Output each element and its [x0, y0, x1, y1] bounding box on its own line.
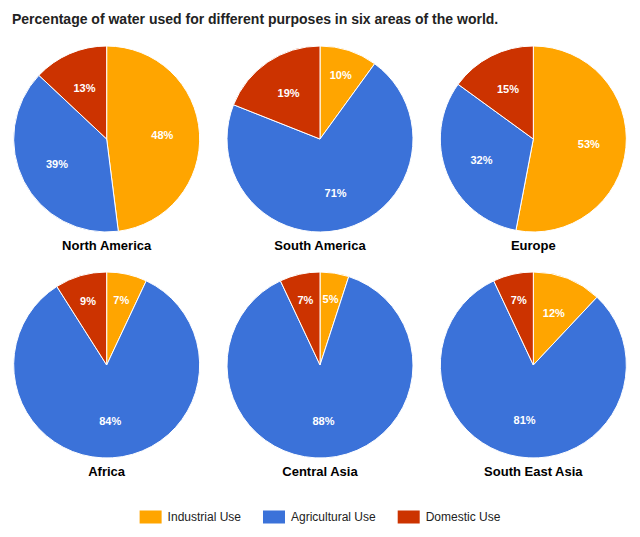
legend-item: Industrial Use [140, 510, 242, 524]
legend-swatch [398, 511, 420, 524]
slice [234, 46, 320, 139]
slice [458, 46, 533, 139]
slice [57, 272, 107, 365]
data-label: 9% [80, 295, 96, 307]
pie-label: South America [274, 238, 366, 253]
chart: Percentage of water used for different p… [0, 0, 640, 537]
data-label: 7% [297, 294, 313, 306]
pie: 53% 32% 15% [440, 46, 626, 232]
pie-label: South East Asia [484, 464, 583, 479]
pie: 7% 84% 9% [14, 272, 200, 458]
pie-label: North America [62, 238, 152, 253]
pie: 10% 71% 19% [227, 46, 413, 232]
pie-label: Europe [511, 238, 556, 253]
slice [39, 46, 107, 139]
data-label: 53% [578, 138, 600, 150]
legend-label: Industrial Use [168, 510, 242, 524]
data-label: 39% [46, 158, 68, 170]
legend-label: Agricultural Use [291, 510, 376, 524]
legend-item: Agricultural Use [263, 510, 376, 524]
legend-swatch [140, 511, 162, 524]
legend: Industrial Use Agricultural Use Domestic U… [140, 510, 501, 524]
legend-item: Domestic Use [398, 510, 501, 524]
data-label: 7% [511, 294, 527, 306]
pie: 5% 88% 7% [227, 272, 413, 458]
legend-label: Domestic Use [426, 510, 501, 524]
legend-swatch [263, 511, 285, 524]
data-label: 7% [113, 294, 129, 306]
data-label: 81% [514, 414, 536, 426]
pie: 12% 81% 7% [440, 272, 626, 458]
data-label: 5% [323, 293, 339, 305]
slice [107, 46, 200, 231]
data-label: 10% [330, 69, 352, 81]
data-label: 12% [543, 307, 565, 319]
data-label: 88% [312, 415, 334, 427]
data-label: 84% [99, 415, 121, 427]
data-label: 32% [470, 154, 492, 166]
pie: 48% 39% 13% [14, 46, 200, 232]
pie-label: Central Asia [282, 464, 358, 479]
title: Percentage of water used for different p… [12, 11, 498, 27]
data-label: 48% [151, 129, 173, 141]
slice [280, 272, 320, 365]
data-label: 13% [73, 82, 95, 94]
data-label: 19% [278, 87, 300, 99]
data-label: 71% [325, 187, 347, 199]
pie-label: Africa [88, 464, 126, 479]
slice [494, 272, 534, 365]
data-label: 15% [497, 83, 519, 95]
